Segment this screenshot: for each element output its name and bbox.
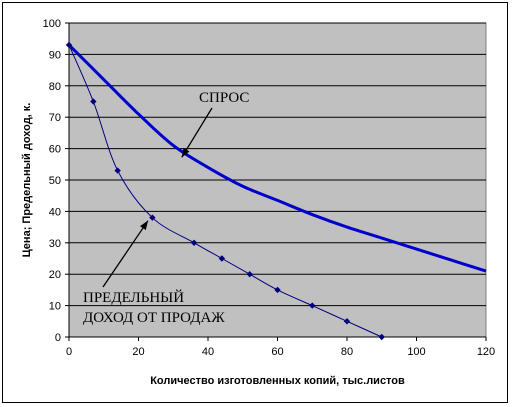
y-tick-label: 50 <box>49 175 61 187</box>
y-tick-label: 70 <box>49 112 61 124</box>
data-point <box>343 318 351 325</box>
data-point <box>149 214 156 221</box>
y-tick-label: 80 <box>49 81 61 93</box>
demand-curve <box>67 43 487 273</box>
x-axis-title: Количество изготовленных копий, тыс.лист… <box>150 375 405 387</box>
data-point <box>114 167 121 174</box>
y-tick-label: 40 <box>49 206 61 218</box>
y-tick-label: 10 <box>49 301 61 313</box>
y-tick-label: 30 <box>49 238 61 250</box>
data-point <box>246 271 253 278</box>
series-layer <box>65 41 487 341</box>
x-tick-label: 40 <box>202 346 214 358</box>
marginal-revenue-annotation-line: ПРЕДЕЛЬНЫЙ <box>83 289 184 306</box>
demand-annotation-arrow <box>181 107 213 158</box>
demand-annotation: СПРОС <box>199 90 249 106</box>
data-point <box>190 239 198 246</box>
data-point <box>90 98 97 105</box>
y-axis-title: Цена; Предельный доход, к. <box>21 103 33 258</box>
gridlines <box>69 22 486 307</box>
axes <box>65 22 487 341</box>
annotations: СПРОС ПРЕДЕЛЬНЫЙ ДОХОД ОТ ПРОДАЖ <box>83 90 249 326</box>
demand-annotation-arrow-head <box>181 147 190 158</box>
x-tick-label: 120 <box>477 346 495 358</box>
y-tick-label: 90 <box>49 49 61 61</box>
x-tick-label: 80 <box>341 346 353 358</box>
data-point <box>65 41 73 49</box>
y-tick-label: 60 <box>49 144 61 156</box>
x-tick-label: 0 <box>66 346 72 358</box>
data-point <box>218 255 226 262</box>
y-tick-label: 20 <box>49 269 61 281</box>
data-point <box>274 286 281 294</box>
marginal-revenue-annotation-arrow <box>102 220 149 288</box>
x-tick-label: 20 <box>132 346 144 358</box>
data-point <box>309 302 316 309</box>
marginal-revenue-annotation-line: ДОХОД ОТ ПРОДАЖ <box>83 310 225 326</box>
data-point <box>378 333 385 341</box>
x-tick-label: 60 <box>271 346 283 358</box>
y-tick-label: 0 <box>55 332 61 344</box>
marginal-revenue-annotation-arrow-head <box>140 220 148 231</box>
x-tick-label: 100 <box>407 346 425 358</box>
y-tick-label: 100 <box>43 18 61 30</box>
tick-labels: 0 10 20 30 40 50 60 70 80 90 100 0 20 40 60 80 100 120 <box>43 18 496 358</box>
